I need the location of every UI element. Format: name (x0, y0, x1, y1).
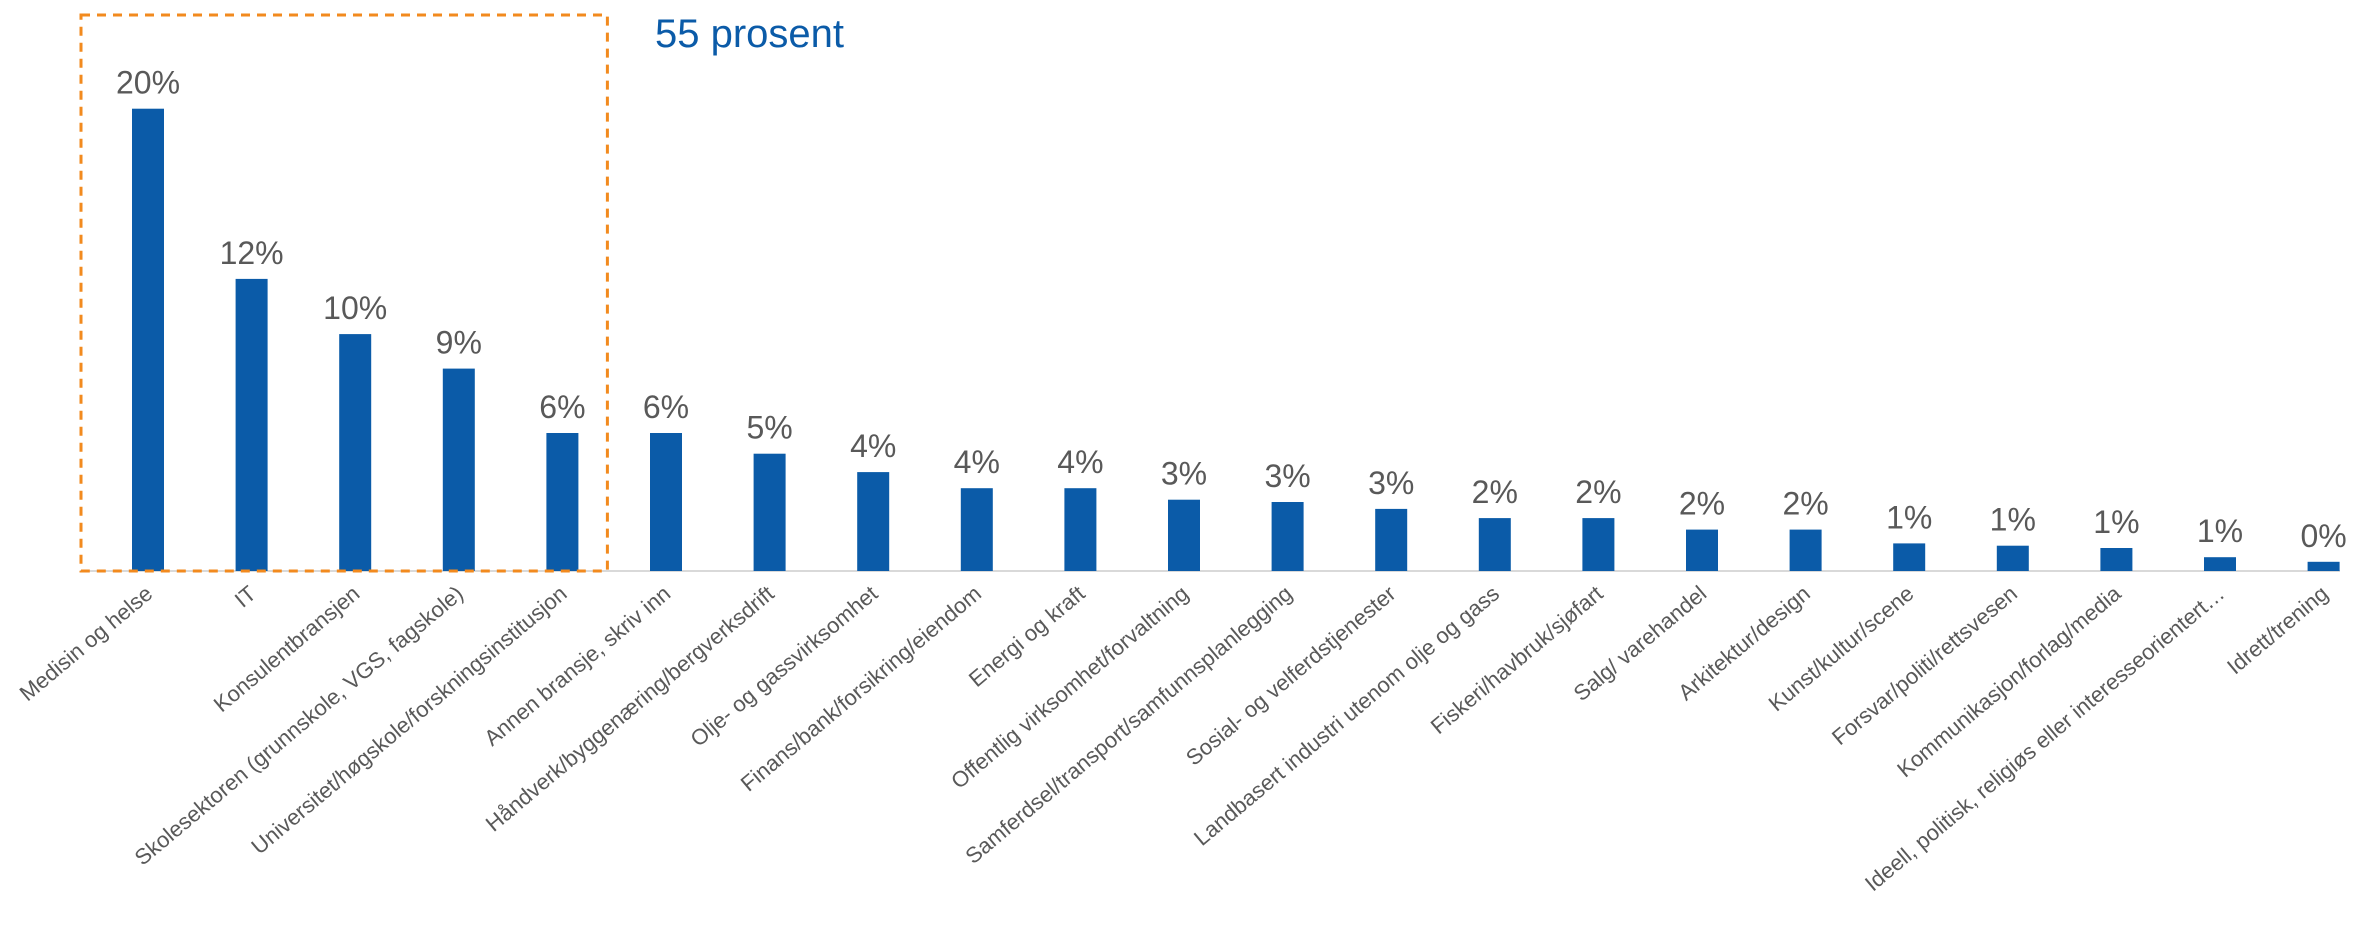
data-label: 2% (1782, 486, 1828, 522)
bar (1478, 518, 1511, 571)
bar (1686, 529, 1718, 571)
bar (1582, 518, 1615, 571)
bar (1168, 499, 1200, 571)
bars-group (132, 108, 2340, 571)
bar (857, 472, 890, 571)
data-label: 1% (1990, 502, 2036, 538)
data-label: 3% (1264, 458, 1310, 494)
bar (650, 433, 682, 571)
category-labels-group: Medisin og helse ITKonsulentbransjenSkole… (15, 580, 2333, 896)
data-label: 6% (539, 389, 585, 425)
bar (960, 488, 993, 571)
category-label: Ideell, politisk, religiøs eller interes… (1860, 581, 2229, 896)
bar (1064, 488, 1097, 571)
bar (132, 108, 164, 571)
data-label: 1% (1886, 499, 1932, 535)
data-label: 4% (850, 428, 896, 464)
bar (2204, 557, 2236, 571)
annotation-text: 55 prosent (655, 12, 844, 56)
data-label: 3% (1368, 465, 1414, 501)
bar (546, 433, 579, 571)
data-label: 3% (1161, 456, 1207, 492)
category-label: Fiskeri/havbruk/sjøfart (1426, 581, 1608, 739)
data-label: 2% (1575, 474, 1621, 510)
data-label: 10% (323, 290, 387, 326)
data-label: 20% (116, 65, 180, 101)
category-label: Forsvar/politi/rettsvesen (1827, 581, 2022, 750)
category-label: Sosial- og velferdstjenester (1181, 581, 1400, 771)
bar (2307, 561, 2340, 571)
bar (753, 453, 786, 571)
data-label: 4% (1057, 444, 1103, 480)
data-label: 0% (2300, 518, 2346, 554)
bar (1996, 545, 2029, 571)
bar (339, 334, 372, 571)
data-label: 12% (220, 235, 284, 271)
category-label: Medisin og helse (15, 581, 158, 706)
category-label: Annen bransje, skriv inn (479, 581, 675, 751)
bar (2100, 548, 2133, 571)
bar (1893, 543, 1926, 571)
data-label: 4% (954, 444, 1000, 480)
data-label: 6% (643, 389, 689, 425)
bar (1271, 502, 1304, 571)
bar (235, 278, 268, 571)
category-label: Olje- og gassvirksomhet (686, 581, 883, 752)
data-label: 2% (1472, 474, 1518, 510)
bar (1375, 508, 1408, 571)
highlight-box (79, 13, 609, 573)
data-label: 1% (2197, 513, 2243, 549)
data-label: 2% (1679, 486, 1725, 522)
bar (442, 368, 475, 571)
data-label: 5% (746, 410, 792, 446)
data-label: 1% (2093, 504, 2139, 540)
category-label: IT (230, 581, 261, 613)
data-label: 9% (436, 325, 482, 361)
category-label: Idrett/trening (2222, 581, 2333, 680)
value-labels-group: 20% 12% 10% 9% 6% 6% 5% 4% 4% 4% 3% 3% 3% 2% 2% 2% 2% 1% 1… (116, 65, 2347, 554)
bar (1789, 529, 1822, 571)
